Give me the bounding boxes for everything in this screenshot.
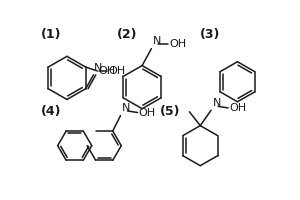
Text: N: N — [94, 63, 103, 73]
Text: (5): (5) — [160, 105, 181, 118]
Text: OH: OH — [98, 66, 115, 76]
Text: (3): (3) — [200, 28, 220, 41]
Text: (4): (4) — [41, 105, 62, 118]
Text: N: N — [153, 36, 161, 46]
Text: OH: OH — [229, 103, 246, 113]
Text: (1): (1) — [41, 28, 62, 41]
Text: OH: OH — [169, 39, 186, 49]
Text: (2): (2) — [117, 28, 138, 41]
Text: N: N — [122, 103, 130, 113]
Text: OH: OH — [108, 66, 125, 76]
Text: OH: OH — [138, 108, 155, 118]
Text: N: N — [213, 98, 221, 108]
